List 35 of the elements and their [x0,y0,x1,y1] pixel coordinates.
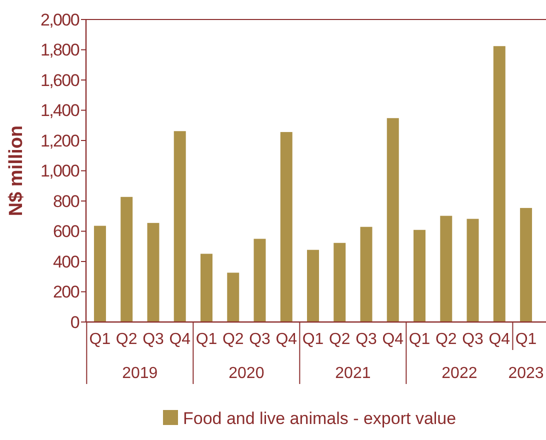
x-tick-label: Q3 [142,331,164,348]
legend-label: Food and live animals - export value [183,408,456,428]
x-tick-label: Q1 [302,331,324,348]
x-tick-label: Q4 [382,331,404,348]
y-tick-label: 1,600 [40,70,80,90]
text: 2021 [335,365,371,382]
y-tick-label: 2,000 [40,10,80,30]
y-tick-label: 0 [70,312,80,332]
text: 2023 [508,365,544,382]
x-tick-label: Q2 [435,331,457,348]
x-tick-label: Q4 [488,331,510,348]
y-tick-label: 400 [53,252,80,272]
x-tick-label: Q1 [89,331,111,348]
y-tick-label: 800 [53,192,80,211]
y-tick-label: 1,200 [40,131,80,150]
x-tick-label: Q1 [196,331,218,348]
x-tick-label: Q3 [249,331,271,348]
x-tick-label: Q4 [169,331,191,348]
x-tick-label: Q2 [328,331,350,348]
text: 2020 [228,365,264,382]
x-tick-label: Q3 [462,331,484,348]
x-tick-label: Q1 [515,331,537,348]
x-tick-label: Q3 [356,331,378,348]
y-tick-label: 1,400 [40,101,80,120]
y-axis-title: N$ million [6,125,27,216]
y-tick-label: 1,000 [40,162,80,181]
x-tick-label: Q1 [408,331,430,348]
x-tick-label: Q4 [276,331,298,348]
x-tick-label: Q2 [116,331,138,348]
y-tick-label: 200 [53,282,80,302]
y-tick-label: 600 [53,222,80,242]
x-tick-label: Q2 [222,331,244,348]
y-tick-label: 1,800 [40,40,80,60]
text: 2019 [122,365,158,382]
text: 2022 [442,365,478,382]
